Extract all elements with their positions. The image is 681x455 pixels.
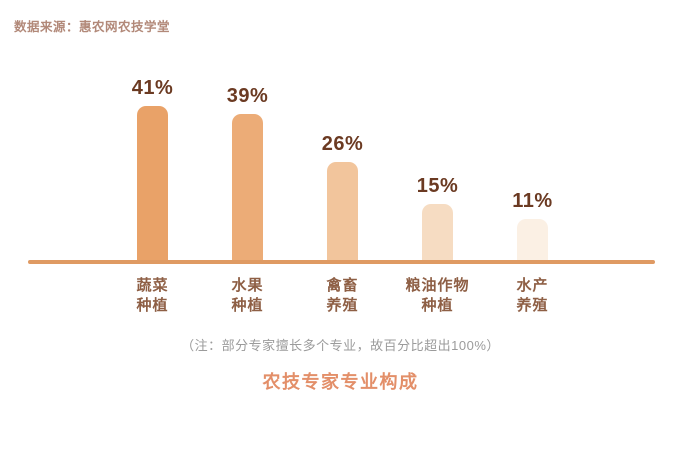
- chart-note: （注：部分专家擅长多个专业，故百分比超出100%）: [181, 338, 500, 353]
- category-label-line: 养殖: [326, 297, 359, 314]
- category-label: 蔬菜 种植: [105, 276, 200, 316]
- bar-value-label: 11%: [512, 190, 553, 212]
- category-label-line: 种植: [421, 297, 454, 314]
- category-label-line: 养殖: [516, 297, 549, 314]
- x-axis-line: [28, 260, 655, 264]
- category-label-line: 种植: [231, 297, 264, 314]
- bar-value-label: 41%: [131, 77, 174, 99]
- category-label-line: 种植: [136, 297, 169, 314]
- category-label: 水果 种植: [200, 276, 295, 316]
- bar-column: 11%: [485, 190, 580, 260]
- category-label: 粮油作物 种植: [390, 276, 485, 316]
- data-source-label: 数据来源：惠农网农技学堂: [14, 20, 171, 34]
- bar-value-label: 15%: [416, 175, 459, 197]
- bar: [232, 114, 263, 260]
- chart-title: 农技专家专业构成: [262, 372, 419, 392]
- category-label: 水产 养殖: [485, 276, 580, 316]
- bar-column: 41%: [105, 77, 200, 260]
- bar: [517, 219, 548, 260]
- category-label-line: 粮油作物: [405, 277, 470, 294]
- category-label-line: 水产: [516, 277, 549, 294]
- bars-row: 41% 39% 26% 15% 11%: [105, 0, 580, 260]
- bar: [327, 162, 358, 260]
- category-labels-row: 蔬菜 种植 水果 种植 禽畜 养殖 粮油作物 种植 水产 养殖: [105, 276, 580, 316]
- category-label-line: 禽畜: [326, 277, 359, 294]
- category-label: 禽畜 养殖: [295, 276, 390, 316]
- bar-column: 39%: [200, 85, 295, 260]
- bar-column: 26%: [295, 133, 390, 260]
- bar-value-label: 39%: [226, 85, 269, 107]
- bar: [137, 106, 168, 260]
- category-label-line: 水果: [231, 277, 264, 294]
- bar: [422, 204, 453, 260]
- bar-value-label: 26%: [321, 133, 364, 155]
- category-label-line: 蔬菜: [136, 277, 169, 294]
- bar-column: 15%: [390, 175, 485, 260]
